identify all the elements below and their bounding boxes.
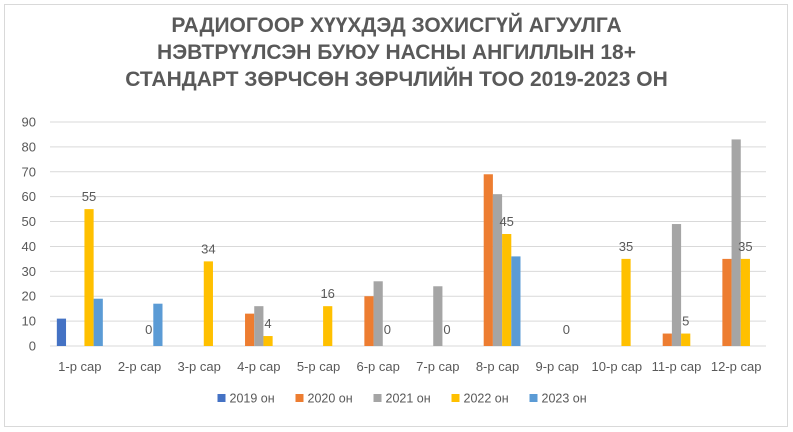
y-tick-label: 30 [22,264,36,279]
bar [722,258,732,346]
legend-item: 2021 он [373,392,431,406]
bar [254,306,264,346]
bar [84,209,94,346]
y-tick-label: 0 [29,339,36,354]
y-tick-label: 40 [22,239,36,254]
data-label: 45 [499,214,513,229]
bar [662,333,672,346]
data-label: 5 [682,314,689,329]
legend-label: 2021 он [386,392,431,406]
bars [56,139,750,346]
legend: 2019 он 2020 он 2021 он 2022 он 2023 он [217,392,587,406]
legend-label: 2020 он [308,392,353,406]
bar [740,258,750,346]
x-tick-label: 8-р сар [476,359,519,374]
x-tick-label: 6-р сар [356,359,399,374]
data-label: 0 [384,322,391,337]
bar [93,298,103,346]
legend-swatch [217,394,226,402]
bar [483,174,493,346]
x-tick-label: 4-р сар [237,359,280,374]
x-tick-label: 1-р сар [58,359,101,374]
bar [203,261,213,346]
chart-frame [4,4,788,427]
data-label: 34 [201,241,215,256]
bar [433,286,443,346]
x-tick-label: 11-р сар [652,359,702,374]
data-label: 4 [264,316,271,331]
bar [364,296,374,346]
x-tick-label: 2-р сар [118,359,161,374]
data-labels: 55 0 34 4 16 0 0 45 0 35 5 35 [82,189,753,337]
legend-item: 2023 он [529,392,587,406]
x-tick-label: 9-р сар [535,359,578,374]
legend-swatch [373,394,382,402]
bar [731,139,741,346]
x-tick-label: 3-р сар [177,359,220,374]
y-tick-label: 10 [22,314,36,329]
legend-label: 2023 он [542,392,587,406]
bar [373,281,383,346]
data-label: 35 [738,239,752,254]
x-tick-label: 7-р сар [416,359,459,374]
bar [245,313,255,346]
legend-swatch [451,394,460,402]
x-tick-label: 10-р сар [592,359,643,374]
bar [511,256,521,346]
bar [671,224,682,346]
y-axis-ticks: 0 10 20 30 40 50 60 70 80 90 [22,115,36,354]
gridlines [50,121,766,347]
chart-title: РАДИОГООР ХҮҮХДЭД ЗОХИСГҮЙ АГУУЛГА НЭВТР… [0,12,793,93]
legend-swatch [529,394,538,402]
chart-title-line-2: НЭВТРҮҮЛСЭН БУЮУ НАСНЫ АНГИЛЛЫН 18+ [157,41,636,64]
legend-item: 2022 он [451,392,509,406]
data-label: 0 [443,322,450,337]
bar [263,336,273,346]
data-label: 0 [563,322,570,337]
legend-item: 2019 он [217,392,275,406]
x-tick-label: 5-р сар [297,359,340,374]
y-tick-label: 60 [22,189,36,204]
chart-title-line-3: СТАНДАРТ ЗӨРЧСӨН ЗӨРЧЛИЙН ТОО 2019-2023 … [125,68,668,91]
x-axis-categories: 1-р сар 2-р сар 3-р сар 4-р сар 5-р сар 6-р с… [58,359,761,374]
bar [681,333,691,346]
y-tick-label: 80 [22,139,36,154]
bar [323,306,333,346]
y-tick-label: 90 [22,115,36,130]
legend-swatch [295,394,304,402]
bar [492,194,503,346]
bar [56,318,67,346]
chart-title-line-1: РАДИОГООР ХҮҮХДЭД ЗОХИСГҮЙ АГУУЛГА [171,14,622,37]
legend-item: 2020 он [295,392,353,406]
bar [153,303,163,346]
data-label: 35 [619,239,633,254]
y-tick-label: 50 [22,214,36,229]
data-label: 0 [145,322,152,337]
data-label: 55 [82,189,96,204]
bar [502,234,512,346]
bar [621,258,631,346]
x-tick-label: 12-р сар [711,359,762,374]
y-tick-label: 70 [22,164,36,179]
y-tick-label: 20 [22,289,36,304]
data-label: 16 [320,286,334,301]
legend-label: 2019 он [230,392,275,406]
legend-label: 2022 он [464,392,509,406]
